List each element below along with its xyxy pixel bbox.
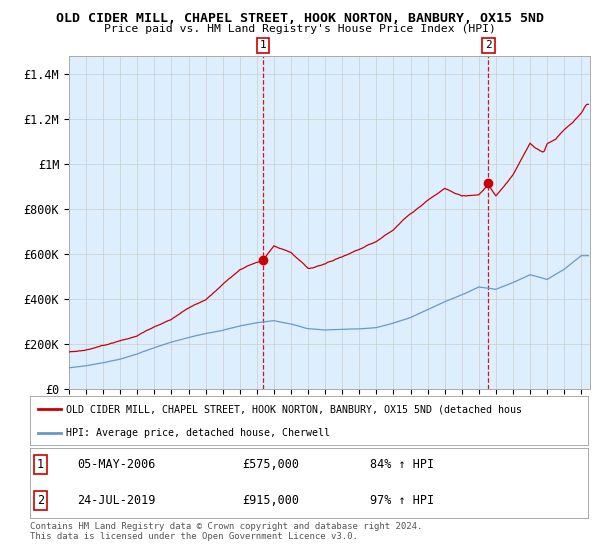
Text: 97% ↑ HPI: 97% ↑ HPI	[370, 494, 434, 507]
Text: OLD CIDER MILL, CHAPEL STREET, HOOK NORTON, BANBURY, OX15 5ND: OLD CIDER MILL, CHAPEL STREET, HOOK NORT…	[56, 12, 544, 25]
Text: 1: 1	[259, 40, 266, 50]
Text: 2: 2	[37, 494, 44, 507]
Text: £915,000: £915,000	[242, 494, 299, 507]
Text: Price paid vs. HM Land Registry's House Price Index (HPI): Price paid vs. HM Land Registry's House …	[104, 24, 496, 34]
Text: 1: 1	[37, 458, 44, 470]
Text: 05-MAY-2006: 05-MAY-2006	[77, 458, 156, 470]
Text: HPI: Average price, detached house, Cherwell: HPI: Average price, detached house, Cher…	[66, 428, 330, 438]
Text: £575,000: £575,000	[242, 458, 299, 470]
Text: Contains HM Land Registry data © Crown copyright and database right 2024.
This d: Contains HM Land Registry data © Crown c…	[30, 522, 422, 542]
Text: 2: 2	[485, 40, 492, 50]
Text: 84% ↑ HPI: 84% ↑ HPI	[370, 458, 434, 470]
Text: OLD CIDER MILL, CHAPEL STREET, HOOK NORTON, BANBURY, OX15 5ND (detached hous: OLD CIDER MILL, CHAPEL STREET, HOOK NORT…	[66, 404, 522, 414]
Text: 24-JUL-2019: 24-JUL-2019	[77, 494, 156, 507]
